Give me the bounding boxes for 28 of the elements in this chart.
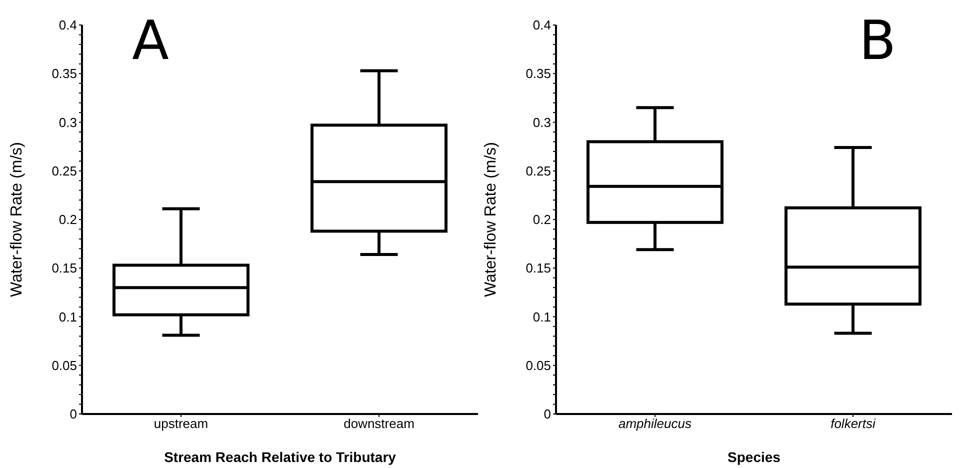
y-tick-label: 0 [544, 406, 551, 422]
y-tick-label: 0.05 [52, 358, 77, 373]
y-tick-label: 0.15 [526, 260, 551, 276]
y-tick-label: 0.3 [532, 114, 551, 130]
y-tick-label: 0.35 [526, 66, 551, 82]
annotation: A [132, 9, 169, 72]
y-axis-title: Water-flow Rate (m/s) [8, 142, 26, 297]
y-tick-label: 0.05 [526, 358, 551, 373]
y-tick-label: 0.2 [532, 212, 551, 228]
y-tick-label: 0.3 [58, 114, 77, 130]
y-tick-label: 0.25 [52, 163, 77, 178]
y-tick-label: 0.15 [52, 260, 77, 276]
y-tick-label: 0.35 [52, 66, 77, 82]
y-tick-label: 0.25 [526, 163, 551, 178]
y-tick-label: 0 [70, 406, 77, 422]
y-axis-title: Water-flow Rate (m/s) [482, 142, 500, 297]
y-tick-label: 0.4 [532, 18, 551, 33]
x-tick-label: folkertsi [830, 416, 876, 432]
x-tick-label: upstream [154, 416, 208, 432]
x-axis-title: Stream Reach Relative to Tributary [164, 449, 396, 465]
y-tick-label: 0.4 [58, 18, 77, 33]
x-axis-title: Species [728, 449, 781, 465]
y-tick-label: 0.2 [58, 212, 77, 228]
y-tick-label: 0.1 [532, 309, 551, 324]
annotation: B [858, 9, 896, 72]
y-tick-label: 0.1 [58, 309, 77, 324]
x-tick-label: amphileucus [618, 416, 692, 432]
x-tick-label: downstream [344, 416, 414, 432]
